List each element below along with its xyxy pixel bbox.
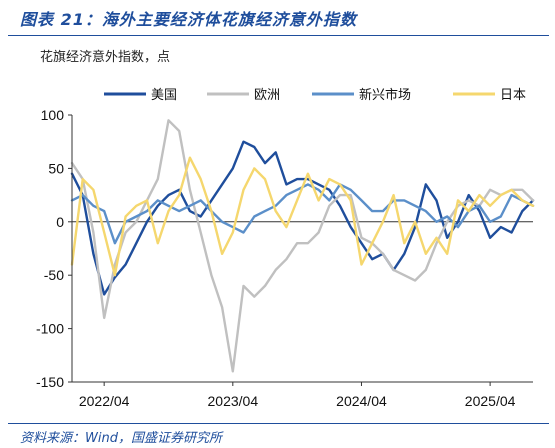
plot-area [70, 119, 535, 373]
y-tick-label: 50 [48, 160, 64, 176]
legend-label-0: 美国 [151, 88, 177, 103]
x-tick-label: 2024/04 [336, 393, 387, 409]
y-tick-label: 100 [41, 107, 65, 123]
x-tick-label: 2022/04 [79, 393, 130, 409]
x-tick-label: 2025/04 [465, 393, 516, 409]
y-tick-label: 0 [56, 214, 64, 230]
axes: 100 50 0 -50 -100 -150 2022/04 2023/04 2024/04 20… [36, 107, 533, 409]
legend: 美国 欧洲 新兴市场 日本 [104, 87, 526, 103]
source-note: 资料来源：Wind，国盛证券研究所 [20, 431, 222, 446]
legend-label-2: 新兴市场 [359, 87, 411, 103]
source-divider [8, 423, 549, 424]
y-tick-label: -150 [36, 374, 64, 390]
legend-label-3: 日本 [500, 88, 526, 103]
y-tick-label: -100 [36, 321, 64, 337]
y-tick-label: -50 [44, 267, 64, 283]
figure-title: 图表 21：海外主要经济体花旗经济意外指数 [20, 10, 357, 29]
y-axis-label: 花旗经济意外指数，点 [40, 50, 171, 65]
title-divider [8, 35, 549, 36]
series-line-1 [70, 119, 535, 373]
series-line-3 [70, 156, 535, 277]
x-tick-label: 2023/04 [208, 393, 259, 409]
legend-label-1: 欧洲 [254, 88, 280, 103]
